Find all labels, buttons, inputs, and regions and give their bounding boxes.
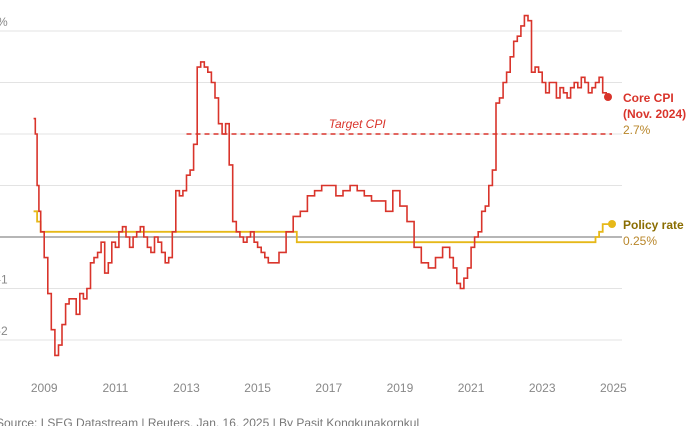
x-tick-label: 2015 [244,381,271,395]
x-tick-label: 2009 [31,381,58,395]
x-tick-label: 2025 [600,381,627,395]
x-tick-label: 2023 [529,381,556,395]
series-lines [33,14,614,357]
core-cpi-end-marker [604,93,612,101]
end-labels: Core CPI (Nov. 2024) 2.7% Policy rate 0.25% [604,91,686,248]
target-cpi-label: Target CPI [329,117,387,131]
policy-rate-line [33,210,614,244]
y-tick-label: -1 [0,273,8,287]
target-line-group: Target CPI [186,117,612,135]
x-tick-label: 2013 [173,381,200,395]
core-cpi-end-value: 2.7% [623,123,651,137]
core-cpi-end-sublabel: (Nov. 2024) [623,107,686,121]
core-cpi-end-label: Core CPI [623,91,674,105]
policy-rate-end-marker [608,220,616,228]
y-tick-label: -2 [0,324,8,338]
x-tick-label: 2021 [458,381,485,395]
policy-rate-end-value: 0.25% [623,234,657,248]
gridlines [0,30,622,341]
y-tick-labels: % -1 -2 [0,15,8,338]
policy-rate-end-label: Policy rate [623,218,684,232]
x-tick-label: 2019 [387,381,414,395]
source-note: Source: LSEG Datastream | Reuters, Jan. … [0,416,419,426]
x-tick-label: 2017 [315,381,342,395]
y-tick-label: % [0,15,8,29]
x-tick-labels: 2009 2011 2013 2015 2017 2019 2021 2023 2025 [31,381,627,395]
x-tick-label: 2011 [102,381,128,395]
core-cpi-line [33,14,610,357]
